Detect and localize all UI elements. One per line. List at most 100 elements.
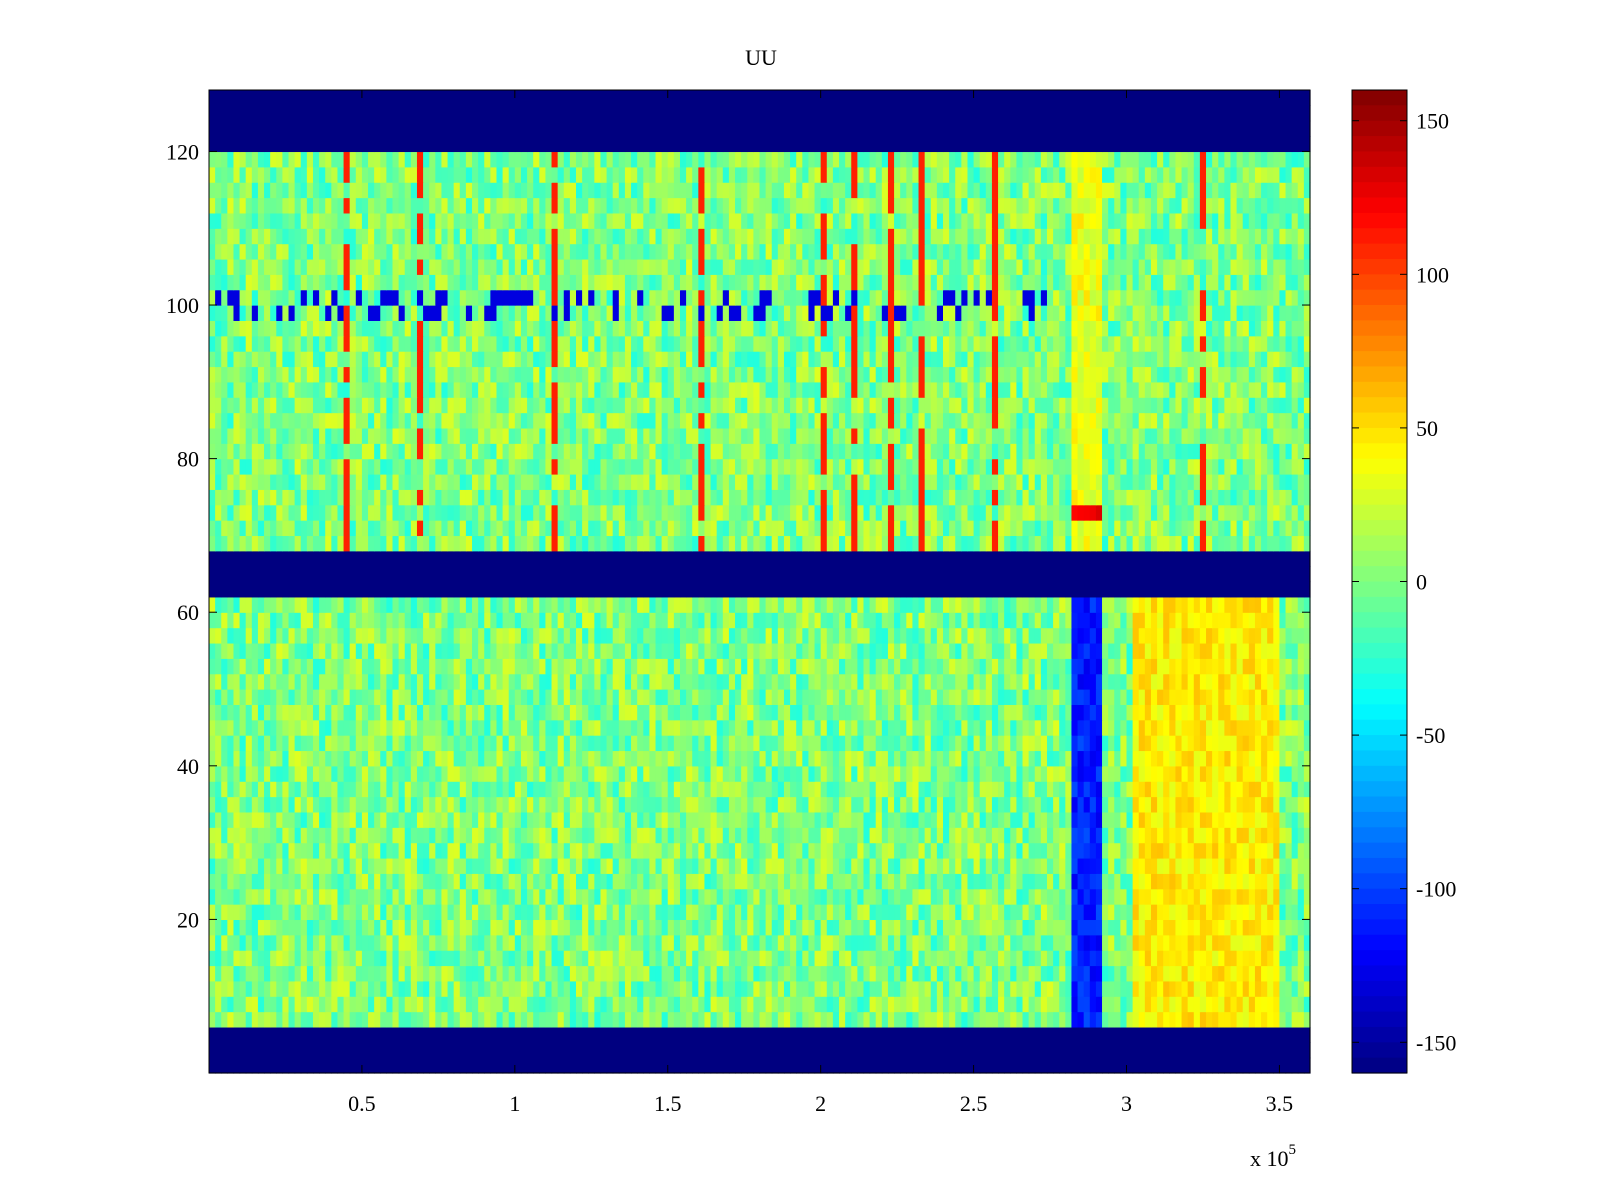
heatmap-cell: [1028, 796, 1036, 813]
heatmap-cell: [264, 1042, 271, 1059]
heatmap-cell: [1291, 827, 1299, 844]
heatmap-cell: [227, 781, 235, 798]
heatmap-cell: [961, 996, 969, 1013]
heatmap-cell: [900, 765, 907, 782]
heatmap-cell: [624, 1057, 632, 1074]
heatmap-cell: [1126, 888, 1134, 905]
heatmap-cell: [594, 735, 602, 752]
heatmap-cell: [1028, 1026, 1036, 1043]
heatmap-cell: [429, 950, 436, 967]
heatmap-cell: [1114, 1042, 1121, 1059]
heatmap-cell: [649, 934, 657, 951]
heatmap-cell: [484, 689, 491, 705]
heatmap-cell: [1163, 980, 1170, 997]
heatmap-cell: [783, 811, 791, 828]
heatmap-cell: [239, 796, 247, 813]
heatmap-cell: [215, 1026, 222, 1043]
heatmap-cell: [563, 842, 571, 859]
heatmap-cell: [1004, 1011, 1011, 1028]
heatmap-cell: [1102, 934, 1109, 951]
heatmap-cell: [728, 658, 736, 675]
heatmap-cell: [563, 781, 571, 798]
heatmap-cell: [1261, 873, 1268, 890]
heatmap-cell: [814, 827, 822, 844]
heatmap-cell: [288, 965, 296, 982]
heatmap-cell: [594, 827, 602, 844]
heatmap-cell: [943, 689, 950, 705]
heatmap-cell: [539, 765, 547, 782]
heatmap-cell: [533, 811, 540, 828]
heatmap-cell: [239, 888, 247, 905]
heatmap-cell: [839, 704, 846, 721]
heatmap-cell: [991, 873, 999, 890]
heatmap-cell: [814, 1042, 822, 1059]
heatmap-cell: [459, 950, 467, 967]
heatmap-cell: [1285, 689, 1293, 705]
heatmap-cell: [594, 996, 602, 1013]
heatmap-cell: [808, 735, 816, 752]
heatmap-cell: [227, 934, 235, 951]
heatmap-cell: [1279, 888, 1287, 905]
heatmap-cell: [1083, 1042, 1091, 1059]
heatmap-cell: [209, 1042, 216, 1059]
heatmap-cell: [1199, 765, 1207, 782]
heatmap-cell: [490, 904, 498, 921]
heatmap-cell: [637, 1057, 644, 1074]
heatmap-cell: [312, 996, 320, 1013]
heatmap-cell: [349, 857, 357, 874]
heatmap-cell: [282, 1026, 290, 1043]
heatmap-cell: [374, 1057, 381, 1074]
heatmap-cell: [747, 750, 754, 767]
heatmap-cell: [355, 1026, 363, 1043]
heatmap-cell: [600, 1057, 608, 1074]
heatmap-cell: [1242, 873, 1250, 890]
heatmap-cell: [839, 980, 846, 997]
heatmap-cell: [1175, 658, 1183, 675]
heatmap-cell: [392, 1057, 400, 1074]
heatmap-cell: [1279, 1026, 1287, 1043]
heatmap-cell: [783, 1026, 791, 1043]
heatmap-cell: [435, 719, 443, 736]
heatmap-cell: [765, 765, 773, 782]
heatmap-cell: [820, 750, 828, 767]
heatmap-cell: [869, 857, 877, 874]
heatmap-cell: [1236, 735, 1244, 752]
heatmap-cell: [1126, 1011, 1134, 1028]
heatmap-cell: [1224, 796, 1232, 813]
heatmap-cell: [300, 950, 308, 967]
heatmap-cell: [1144, 827, 1152, 844]
heatmap-cell: [594, 658, 602, 675]
heatmap-cell: [851, 904, 858, 921]
heatmap-cell: [1248, 658, 1256, 675]
heatmap-cell: [637, 1026, 644, 1043]
heatmap-cell: [1053, 658, 1060, 675]
heatmap-cell: [1083, 658, 1091, 675]
heatmap-cell: [820, 965, 828, 982]
heatmap-cell: [435, 1042, 443, 1059]
heatmap-cell: [655, 873, 663, 890]
heatmap-cell: [949, 873, 956, 890]
heatmap-cell: [1212, 965, 1219, 982]
heatmap-cell: [453, 965, 461, 982]
heatmap-cell: [777, 704, 785, 721]
heatmap-cell: [582, 1026, 589, 1043]
heatmap-cell: [582, 842, 589, 859]
heatmap-cell: [624, 735, 632, 752]
heatmap-cell: [887, 996, 895, 1013]
heatmap-cell: [484, 796, 491, 813]
heatmap-cell: [1022, 750, 1030, 767]
heatmap-cell: [783, 750, 791, 767]
heatmap-cell: [1144, 842, 1152, 859]
heatmap-cell: [1187, 980, 1195, 997]
heatmap-cell: [374, 796, 381, 813]
heatmap-cell: [1206, 1026, 1213, 1043]
heatmap-cell: [771, 811, 779, 828]
heatmap-cell: [845, 873, 852, 890]
heatmap-cell: [478, 750, 485, 767]
heatmap-cell: [728, 719, 736, 736]
heatmap-cell: [227, 811, 235, 828]
heatmap-cell: [410, 873, 418, 890]
heatmap-cell: [1279, 750, 1287, 767]
heatmap-cell: [1071, 873, 1079, 890]
heatmap-cell: [961, 735, 969, 752]
